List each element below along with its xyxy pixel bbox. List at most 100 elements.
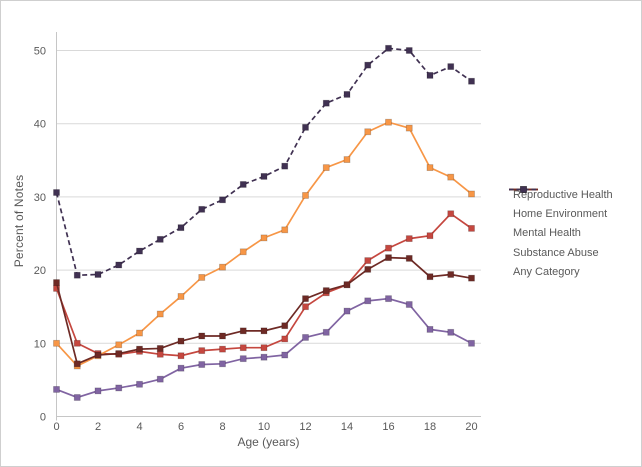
legend-label: Home Environment [513, 207, 608, 220]
data-point-home-environment [343, 307, 351, 315]
data-point-home-environment [198, 361, 206, 368]
data-point-substance-abuse [343, 281, 351, 289]
data-point-mental-health [405, 124, 413, 132]
legend-label: Mental Health [513, 227, 581, 240]
data-point-substance-abuse [426, 273, 434, 281]
data-point-substance-abuse [364, 265, 372, 273]
data-point-mental-health [53, 339, 60, 347]
data-point-substance-abuse [94, 351, 102, 359]
data-point-substance-abuse [115, 350, 123, 357]
data-point-reproductive-health [198, 347, 206, 355]
x-tick-label-2: 2 [95, 421, 101, 433]
data-point-mental-health [426, 164, 434, 172]
data-point-home-environment [281, 351, 289, 359]
data-point-home-environment [364, 297, 372, 305]
data-point-home-environment [447, 328, 455, 336]
data-point-reproductive-health [405, 235, 413, 243]
data-point-substance-abuse [239, 327, 247, 335]
legend-label: Substance Abuse [513, 246, 599, 259]
y-axis-title: Percent of Notes [12, 174, 26, 268]
data-point-home-environment [405, 301, 413, 308]
data-point-mental-health [156, 310, 164, 318]
data-point-mental-health [343, 156, 351, 163]
data-point-home-environment [322, 328, 330, 336]
data-point-home-environment [53, 386, 60, 393]
legend-item-substance-abuse: Substance Abuse [509, 186, 613, 262]
data-point-any-category [156, 235, 164, 243]
data-point-home-environment [260, 353, 268, 361]
data-point-mental-health [385, 118, 392, 126]
data-point-home-environment [94, 387, 102, 395]
data-point-any-category [136, 247, 143, 255]
data-point-any-category [219, 196, 226, 204]
data-point-mental-health [239, 248, 247, 256]
legend-marker [520, 186, 527, 193]
data-point-substance-abuse [73, 360, 81, 368]
data-point-reproductive-health [364, 257, 372, 264]
data-point-any-category [177, 224, 185, 232]
data-point-substance-abuse [405, 254, 413, 262]
data-point-mental-health [260, 234, 268, 242]
x-tick-label-0: 0 [53, 421, 59, 433]
data-point-reproductive-health [426, 232, 434, 240]
legend-label: Reproductive Health [513, 188, 613, 201]
data-point-mental-health [302, 192, 309, 199]
y-tick-label-10: 10 [34, 338, 46, 350]
data-point-substance-abuse [198, 332, 206, 340]
data-point-substance-abuse [302, 295, 309, 303]
data-point-reproductive-health [239, 344, 247, 352]
x-tick-label-12: 12 [299, 421, 311, 433]
data-point-substance-abuse [322, 287, 330, 294]
data-point-home-environment [177, 364, 185, 372]
data-point-substance-abuse [447, 271, 455, 278]
data-point-any-category [281, 162, 289, 170]
y-tick-label-0: 0 [40, 412, 46, 424]
x-tick-label-10: 10 [258, 421, 270, 433]
legend-label: Any Category [513, 265, 580, 278]
data-point-mental-health [219, 263, 226, 271]
data-point-any-category [447, 63, 455, 71]
data-point-any-category [343, 91, 351, 98]
data-point-any-category [260, 173, 268, 180]
data-point-home-environment [115, 384, 123, 392]
data-point-substance-abuse [53, 279, 60, 286]
data-point-reproductive-health [302, 303, 309, 311]
data-point-any-category [53, 189, 60, 196]
data-point-mental-health [198, 274, 206, 281]
data-point-any-category [385, 44, 392, 52]
legend-swatch-any-category [509, 186, 538, 193]
data-point-mental-health [322, 164, 330, 172]
data-point-reproductive-health [281, 335, 289, 343]
data-point-reproductive-health [468, 224, 475, 232]
y-tick-label-50: 50 [34, 46, 46, 58]
data-point-substance-abuse [281, 322, 289, 330]
data-point-mental-health [177, 293, 185, 300]
data-point-substance-abuse [156, 345, 164, 352]
data-point-substance-abuse [177, 337, 185, 345]
x-tick-label-4: 4 [136, 421, 142, 433]
data-point-reproductive-health [156, 350, 164, 358]
data-point-mental-health [115, 341, 123, 349]
data-point-substance-abuse [385, 254, 392, 262]
data-point-mental-health [364, 128, 372, 136]
data-point-mental-health [136, 329, 143, 337]
x-tick-label-20: 20 [465, 421, 477, 433]
data-point-home-environment [156, 375, 164, 383]
data-point-any-category [73, 271, 81, 279]
data-point-home-environment [73, 394, 81, 401]
data-point-home-environment [426, 325, 434, 333]
data-point-mental-health [447, 173, 455, 181]
legend-item-any-category: Any Category [509, 186, 613, 281]
data-point-home-environment [302, 334, 309, 341]
data-point-substance-abuse [260, 327, 268, 335]
x-axis-title: Age (years) [237, 435, 300, 449]
data-point-substance-abuse [136, 345, 143, 353]
data-point-home-environment [219, 360, 226, 368]
data-point-reproductive-health [385, 244, 392, 252]
y-tick-label-20: 20 [34, 265, 46, 277]
data-point-home-environment [136, 380, 143, 388]
x-tick-label-14: 14 [341, 421, 353, 433]
data-point-any-category [405, 47, 413, 54]
data-point-mental-health [281, 226, 289, 234]
